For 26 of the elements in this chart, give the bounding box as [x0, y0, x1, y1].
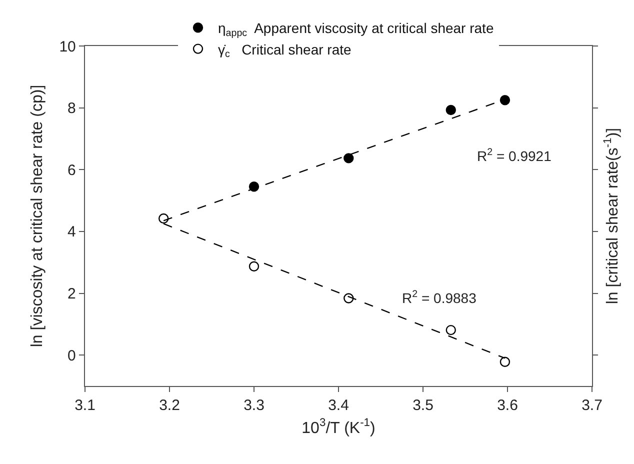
y-tick-label: 10: [59, 38, 76, 56]
y-tick-label: 2: [68, 286, 76, 303]
x-tick-label: 3.3: [244, 397, 264, 414]
y-tick-label: 8: [68, 100, 76, 118]
annotation: R$^{2}$ = 0.9883: [402, 289, 477, 306]
point: [158, 213, 169, 224]
point: [344, 153, 354, 164]
x-tick-label: 3.2: [159, 397, 180, 414]
legend-label: η$_{app}$$_{c}$ Apparent viscosity at critical shear rate: [218, 20, 494, 39]
point: [446, 324, 456, 336]
point: [248, 261, 260, 272]
x-tick-label: 3.4: [328, 397, 349, 414]
x-axis-title: 10$^{3}$/T (K$^{-1}$): [302, 417, 376, 437]
point: [500, 356, 510, 367]
x-tick-label: 3.5: [412, 397, 434, 414]
point: [446, 104, 456, 116]
x-tick-label: 3.6: [497, 397, 518, 414]
y-tick-label: 6: [68, 162, 76, 179]
y-tick-label: 0: [68, 347, 76, 364]
y-tick-label: 4: [68, 224, 76, 241]
legend-label: γ̇$_{c}$ Critical shear rate: [218, 41, 352, 60]
annotation: R$^{2}$ = 0.9921: [477, 147, 552, 164]
y-axis-title: ln [viscosity at critical shear rate (cp)]: [29, 84, 46, 348]
x-tick-label: 3.7: [582, 397, 602, 414]
x-tick-label: 3.1: [74, 397, 96, 414]
point: [500, 94, 510, 106]
